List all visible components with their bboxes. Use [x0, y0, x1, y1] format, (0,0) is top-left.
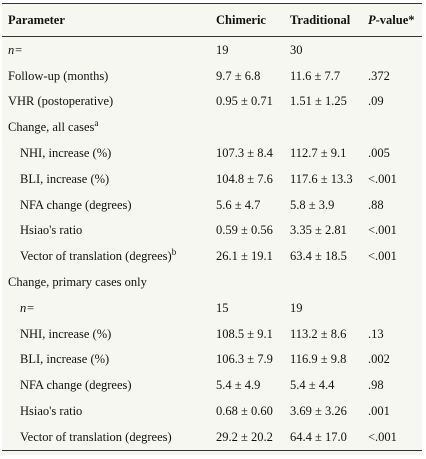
section-label-cell: Change, all casesa [2, 114, 216, 140]
table-row: NFA change (degrees) 5.6 ± 4.7 5.8 ± 3.9… [2, 192, 422, 218]
row-label: Hsiao's ratio [20, 404, 83, 419]
row-chimeric: 104.8 ± 7.6 [216, 171, 273, 186]
row-chimeric: 0.95 ± 0.71 [216, 94, 273, 109]
row-traditional: 11.6 ± 7.7 [290, 68, 341, 83]
table-row: VHR (postoperative) 0.95 ± 0.71 1.51 ± 1… [2, 89, 422, 115]
header-pvalue-rest: -value* [375, 13, 415, 27]
row-chimeric: 29.2 ± 20.2 [216, 423, 290, 451]
row-label: BLI, increase (%) [20, 352, 110, 367]
table-row: NHI, increase (%) 108.5 ± 9.1 113.2 ± 8.… [2, 321, 422, 347]
row-chimeric: 0.68 ± 0.60 [216, 404, 273, 419]
row-pvalue: .001 [368, 404, 390, 419]
row-chimeric: 106.3 ± 7.9 [216, 352, 273, 367]
row-pvalue: <.001 [368, 249, 397, 264]
header-chimeric: Chimeric [216, 3, 290, 37]
section-label: Change, primary cases only [8, 275, 147, 290]
row-pvalue [368, 269, 422, 295]
row-chimeric: 26.1 ± 19.1 [216, 249, 273, 264]
row-chimeric [216, 269, 290, 295]
row-pvalue: .005 [368, 146, 390, 161]
row-label: BLI, increase (%) [20, 171, 110, 186]
row-chimeric: 15 [216, 300, 229, 315]
row-chimeric [216, 114, 290, 140]
results-table: Parameter Chimeric Traditional P-value* … [2, 3, 422, 451]
table-row: n= 15 19 [2, 295, 422, 321]
row-traditional: 116.9 ± 9.8 [290, 352, 347, 367]
table-row: Vector of translation (degrees) 29.2 ± 2… [2, 423, 422, 451]
row-traditional: 30 [290, 42, 303, 57]
section-row: Change, all casesa [2, 114, 422, 140]
row-traditional: 117.6 ± 13.3 [290, 171, 353, 186]
header-pvalue: P-value* [368, 3, 422, 37]
row-label: Hsiao's ratio [20, 223, 83, 238]
row-pvalue: .002 [368, 352, 390, 367]
table-row: Hsiao's ratio 0.59 ± 0.56 3.35 ± 2.81 <.… [2, 218, 422, 244]
row-traditional: 3.69 ± 3.26 [290, 404, 347, 419]
row-pvalue: .88 [368, 197, 384, 212]
table-row: NHI, increase (%) 107.3 ± 8.4 112.7 ± 9.… [2, 140, 422, 166]
row-traditional [290, 114, 368, 140]
row-label: NHI, increase (%) [20, 146, 112, 161]
header-parameter: Parameter [2, 3, 216, 37]
row-traditional: 5.4 ± 4.4 [290, 378, 335, 393]
row-label: Vector of translation (degrees) [2, 423, 216, 451]
row-label: VHR (postoperative) [8, 94, 114, 109]
row-label: Follow-up (months) [8, 68, 109, 83]
table-row: BLI, increase (%) 106.3 ± 7.9 116.9 ± 9.… [2, 347, 422, 373]
row-pvalue: .13 [368, 326, 384, 341]
table-row: Follow-up (months) 9.7 ± 6.8 11.6 ± 7.7 … [2, 63, 422, 89]
row-chimeric: 5.6 ± 4.7 [216, 197, 261, 212]
row-pvalue: <.001 [368, 223, 397, 238]
row-pvalue: <.001 [368, 171, 397, 186]
footnote-marker: a [94, 118, 99, 129]
row-traditional: 113.2 ± 8.6 [290, 326, 347, 341]
section-row: Change, primary cases only [2, 269, 422, 295]
row-pvalue: .98 [368, 378, 384, 393]
row-traditional: 3.35 ± 2.81 [290, 223, 347, 238]
row-chimeric: 9.7 ± 6.8 [216, 68, 261, 83]
footnote-marker: b [171, 247, 177, 258]
row-chimeric: 108.5 ± 9.1 [216, 326, 273, 341]
row-label: n= [8, 42, 23, 57]
row-pvalue: .09 [368, 94, 384, 109]
row-pvalue [368, 114, 422, 140]
row-chimeric: 0.59 ± 0.56 [216, 223, 273, 238]
section-label: Change, all cases [8, 120, 95, 135]
row-pvalue [368, 37, 422, 63]
header-traditional: Traditional [290, 3, 368, 37]
row-pvalue: <.001 [368, 423, 422, 451]
table-row: NFA change (degrees) 5.4 ± 4.9 5.4 ± 4.4… [2, 372, 422, 398]
row-traditional: 19 [290, 300, 303, 315]
row-label: n= [20, 300, 35, 315]
table-row: Vector of translation (degrees)b 26.1 ± … [2, 243, 422, 269]
row-label: NFA change (degrees) [20, 378, 132, 393]
row-traditional: 5.8 ± 3.9 [290, 197, 335, 212]
header-pvalue-p: P [368, 13, 376, 27]
row-pvalue [368, 295, 422, 321]
table-row: BLI, increase (%) 104.8 ± 7.6 117.6 ± 13… [2, 166, 422, 192]
table-row: Hsiao's ratio 0.68 ± 0.60 3.69 ± 3.26 .0… [2, 398, 422, 424]
row-chimeric: 19 [216, 42, 229, 57]
row-traditional [290, 269, 368, 295]
row-traditional: 64.4 ± 17.0 [290, 423, 368, 451]
table-row: n= 19 30 [2, 37, 422, 63]
row-chimeric: 5.4 ± 4.9 [216, 378, 261, 393]
row-label-cell: Vector of translation (degrees)b [2, 243, 216, 269]
row-traditional: 112.7 ± 9.1 [290, 146, 347, 161]
row-traditional: 63.4 ± 18.5 [290, 249, 347, 264]
row-label: NHI, increase (%) [20, 326, 112, 341]
row-traditional: 1.51 ± 1.25 [290, 94, 347, 109]
header-row: Parameter Chimeric Traditional P-value* [2, 3, 422, 37]
row-pvalue: .372 [368, 68, 390, 83]
results-table-container: Parameter Chimeric Traditional P-value* … [2, 3, 422, 455]
row-chimeric: 107.3 ± 8.4 [216, 146, 273, 161]
row-label: Vector of translation (degrees) [20, 249, 172, 264]
row-label: NFA change (degrees) [20, 197, 132, 212]
